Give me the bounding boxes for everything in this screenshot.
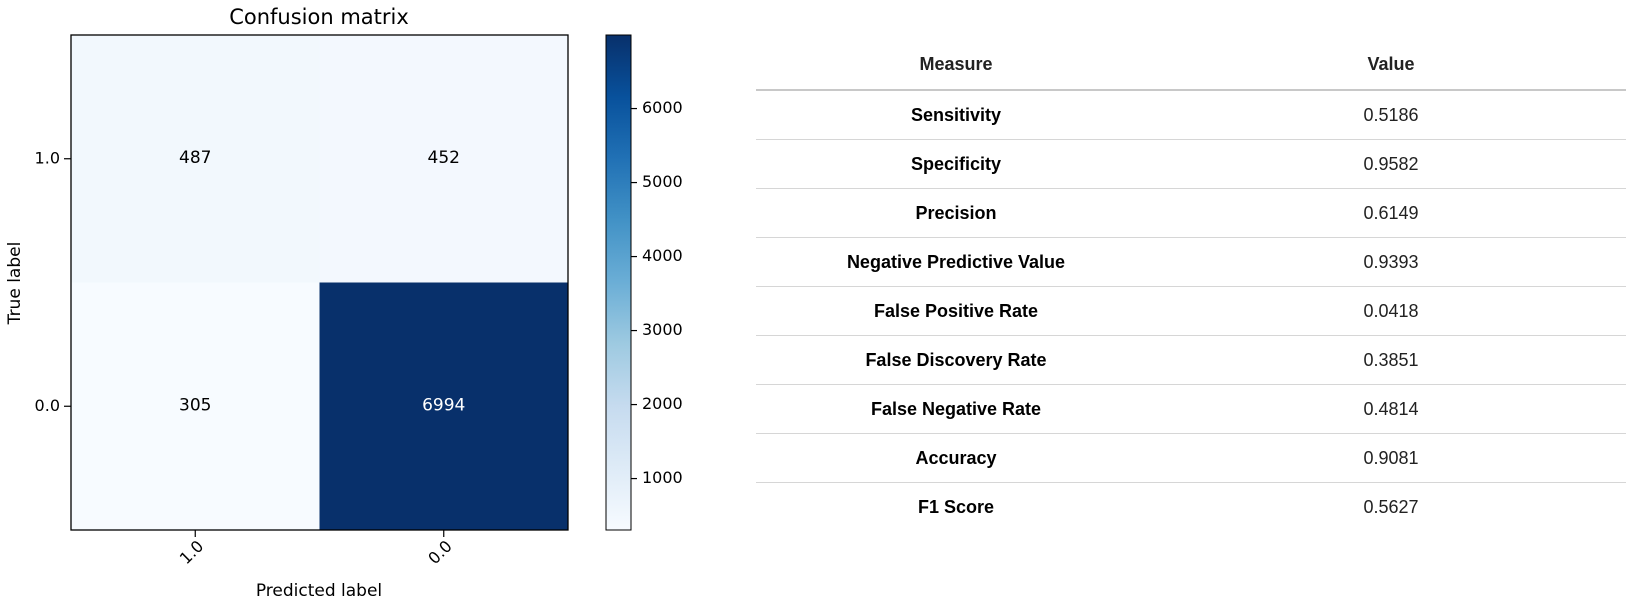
x-tick-label: 0.0 [424, 537, 455, 568]
measure-name: Precision [756, 188, 1156, 238]
measure-value: 0.9582 [1156, 139, 1626, 189]
x-axis-label: Predicted label [256, 581, 382, 601]
measure-name: False Positive Rate [756, 286, 1156, 336]
table-row: Sensitivity 0.5186 [756, 90, 1626, 140]
measure-name: False Negative Rate [756, 384, 1156, 434]
y-tick-label: 1.0 [35, 148, 60, 167]
value-header: Value [1156, 40, 1626, 91]
measures-table: Measure Value Sensitivity 0.5186 Specifici… [756, 40, 1626, 531]
measure-header: Measure [756, 40, 1156, 91]
cell-value-label: 305 [179, 395, 211, 415]
measure-value: 0.9393 [1156, 237, 1626, 287]
y-tick-label: 0.0 [35, 396, 60, 415]
table-row: F1 Score 0.5627 [756, 483, 1626, 532]
colorbar-tick-label: 6000 [642, 98, 683, 117]
x-tick-label: 1.0 [176, 537, 207, 568]
heatmap-cell [319, 282, 568, 530]
chart-title: Confusion matrix [229, 5, 409, 29]
measure-value: 0.3851 [1156, 335, 1626, 385]
table-row: False Positive Rate 0.0418 [756, 286, 1626, 336]
y-axis-label: True label [5, 242, 25, 326]
heatmap-cells: 487 452 305 6994 [71, 35, 568, 530]
measure-name: False Discovery Rate [756, 335, 1156, 385]
heatmap-cell [71, 282, 320, 530]
colorbar-tick-label: 4000 [642, 246, 683, 265]
measure-name: Sensitivity [756, 90, 1156, 140]
measure-name: F1 Score [917, 496, 995, 517]
plot-frame [70, 34, 569, 531]
measure-name: Negative Predictive Value [756, 237, 1156, 287]
heatmap-cell [319, 35, 568, 283]
measure-value: 0.5186 [1156, 90, 1626, 140]
measure-value: 0.5627 [1363, 496, 1419, 517]
measure-value: 0.9081 [1156, 433, 1626, 483]
colorbar-tick-label: 3000 [642, 320, 683, 339]
colorbar-tick-label: 1000 [642, 468, 683, 487]
colorbar-ticks: 1000 2000 3000 4000 5000 6000 [631, 98, 683, 487]
measure-value: 0.0418 [1156, 286, 1626, 336]
colorbar-tick-label: 5000 [642, 172, 683, 191]
table-row: False Discovery Rate 0.3851 [756, 335, 1626, 385]
cell-value-label: 487 [179, 148, 211, 168]
table-row: Negative Predictive Value 0.9393 [756, 237, 1626, 287]
measure-name: Accuracy [756, 433, 1156, 483]
table-row: Accuracy 0.9081 [756, 433, 1626, 483]
table-row: False Negative Rate 0.4814 [756, 384, 1626, 434]
table-row: Specificity 0.9582 [756, 139, 1626, 189]
heatmap-cell [71, 35, 320, 283]
measures-table-body: Sensitivity 0.5186 Specificity 0.9582 Precis… [756, 90, 1626, 531]
cell-value-label: 6994 [422, 395, 465, 415]
colorbar-tick-label: 2000 [642, 394, 683, 413]
colorbar [605, 34, 632, 531]
confusion-matrix-chart: Confusion matrix 487 452 305 6994 1.0 0.0 1.0… [5, 5, 683, 601]
measure-value: 0.6149 [1156, 188, 1626, 238]
table-header-row: Measure Value [756, 40, 1626, 91]
cell-value-label: 452 [428, 148, 460, 168]
measure-value: 0.4814 [1156, 384, 1626, 434]
table-row: Precision 0.6149 [756, 188, 1626, 238]
measure-name: Specificity [756, 139, 1156, 189]
